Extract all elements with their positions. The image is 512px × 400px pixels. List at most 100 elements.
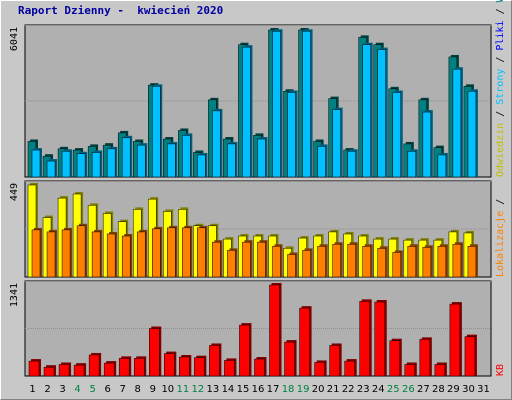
bar-top-2-day-3	[61, 151, 71, 178]
bar-top-2-day-1	[31, 149, 41, 178]
bar-middle-2-day-3	[61, 229, 71, 278]
bar-middle-2-day-18	[287, 254, 296, 278]
bar-bottom-1-day-18	[284, 341, 295, 377]
x-tick-label-day-26: 26	[402, 384, 415, 395]
bar-middle-2-day-14	[227, 250, 236, 278]
bar-top-2-day-5	[91, 152, 101, 178]
bar-middle-2-day-2	[46, 231, 56, 278]
x-tick-label-day-12: 12	[192, 384, 205, 395]
bar-top-2-day-13	[212, 110, 221, 178]
x-tick-label-day-30: 30	[462, 384, 475, 395]
bar-top-2-day-22	[347, 151, 356, 178]
bar-middle-2-day-4	[76, 225, 86, 278]
legend-top-part-6: Wizyty	[495, 0, 506, 2]
x-tick-label-day-25: 25	[387, 384, 400, 395]
bar-middle-2-day-27	[422, 247, 432, 278]
legend-bottom: KB	[495, 364, 506, 376]
bar-middle-2-day-28	[437, 246, 447, 278]
bar-top-2-day-19	[302, 30, 311, 178]
bar-bottom-1-day-16	[254, 358, 265, 377]
bar-middle-2-day-10	[167, 227, 176, 278]
bar-top-2-day-26	[407, 151, 417, 178]
bar-bottom-1-day-24	[374, 301, 385, 377]
bar-bottom-1-day-4	[73, 364, 85, 377]
bar-middle-2-day-21	[332, 243, 341, 278]
bar-top-2-day-15	[242, 46, 251, 178]
x-tick-label-day-19: 19	[297, 384, 310, 395]
bar-bottom-1-day-11	[179, 356, 190, 377]
x-tick-label-day-17: 17	[267, 384, 280, 395]
bar-middle-2-day-15	[242, 241, 251, 278]
bar-middle-2-day-22	[347, 243, 356, 278]
bar-bottom-1-day-25	[389, 340, 401, 377]
x-tick-label-day-21: 21	[327, 384, 340, 395]
bar-middle-2-day-9	[152, 228, 161, 278]
bar-top-2-day-16	[257, 138, 266, 178]
bar-top-2-day-23	[362, 44, 371, 178]
bar-middle-2-day-11	[182, 227, 191, 278]
bar-bottom-1-day-27	[419, 339, 431, 377]
chart-title: Raport Dzienny - kwiecień 2020	[18, 4, 224, 17]
legend-top-part-4: Pliki	[495, 20, 506, 50]
x-tick-label-day-18: 18	[282, 384, 295, 395]
bar-middle-2-day-6	[106, 233, 116, 278]
bar-bottom-1-day-13	[209, 345, 220, 377]
x-tick-label-day-31: 31	[477, 384, 490, 395]
bar-bottom-1-day-6	[103, 362, 115, 377]
x-tick-label-day-5: 5	[89, 384, 95, 395]
legend-middle: Lokalizacje /	[495, 199, 506, 277]
legend-top: Odwiedzin / Strony / Pliki / Wizyty	[495, 0, 506, 177]
bar-top-2-day-4	[76, 153, 86, 178]
bar-bottom-1-day-5	[88, 354, 100, 377]
bar-bottom-1-day-15	[239, 324, 250, 377]
bar-top-2-day-9	[152, 86, 161, 178]
bar-bottom-1-day-22	[344, 360, 355, 377]
bar-middle-2-day-13	[212, 241, 221, 278]
legend-middle-part-1: /	[495, 199, 506, 211]
bar-top-2-day-11	[182, 135, 191, 178]
bar-middle-2-day-16	[257, 241, 266, 278]
bar-middle-2-day-5	[91, 231, 101, 278]
x-tick-label-day-4: 4	[74, 384, 80, 395]
x-tick-label-day-9: 9	[150, 384, 156, 395]
bar-top-2-day-8	[136, 144, 146, 178]
bar-bottom-1-day-9	[149, 328, 160, 377]
bar-top-2-day-29	[452, 68, 462, 178]
y-max-label-middle: 449	[9, 183, 20, 201]
bar-top-2-day-7	[121, 137, 131, 178]
bar-top-2-day-12	[197, 154, 206, 178]
bar-bottom-1-day-20	[314, 362, 325, 377]
bar-middle-2-day-23	[362, 246, 371, 278]
bar-middle-2-day-30	[467, 246, 477, 278]
x-tick-label-day-27: 27	[417, 384, 430, 395]
bar-bottom-1-day-14	[224, 360, 235, 377]
bar-top-2-day-21	[332, 109, 341, 178]
x-tick-label-day-10: 10	[161, 384, 174, 395]
legend-top-part-2: Strony	[495, 69, 506, 105]
x-tick-label-day-11: 11	[176, 384, 189, 395]
legend-top-part-1: /	[495, 105, 506, 123]
x-tick-label-day-14: 14	[222, 384, 235, 395]
x-tick-label-day-23: 23	[357, 384, 370, 395]
bar-bottom-1-day-7	[118, 358, 130, 377]
bar-middle-2-day-12	[197, 227, 206, 278]
x-tick-label-day-28: 28	[432, 384, 445, 395]
bar-top-2-day-25	[392, 92, 402, 178]
bar-bottom-1-day-2	[43, 366, 55, 377]
bar-top-2-day-10	[167, 143, 176, 178]
y-max-label-bottom: 1341	[9, 283, 20, 307]
bar-bottom-1-day-19	[299, 307, 310, 377]
bar-middle-2-day-17	[272, 246, 281, 278]
bar-bottom-1-day-17	[269, 284, 280, 377]
x-tick-label-day-1: 1	[29, 384, 35, 395]
x-tick-label-day-16: 16	[252, 384, 265, 395]
bar-bottom-1-day-3	[58, 364, 70, 377]
bar-bottom-1-day-26	[404, 364, 416, 377]
bar-bottom-1-day-29	[449, 303, 461, 377]
legend-bottom-part-0: KB	[495, 364, 506, 376]
legend-top-part-5: /	[495, 2, 506, 20]
x-tick-label-day-6: 6	[104, 384, 110, 395]
bar-middle-2-day-7	[121, 235, 131, 278]
bar-top-2-day-24	[377, 49, 386, 178]
